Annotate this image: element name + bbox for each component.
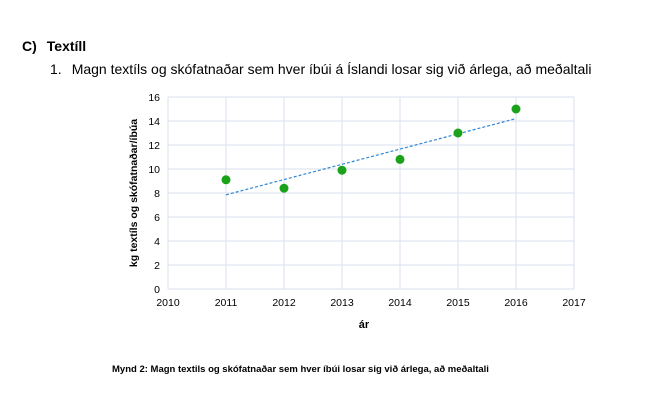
y-axis-label: kg textíls og skófatnaðar/íbúa (128, 119, 140, 267)
heading-marker: C) (22, 38, 37, 54)
y-tick-label: 16 (148, 92, 160, 104)
y-tick-label: 10 (148, 164, 160, 176)
heading-text: Textíll (46, 38, 87, 54)
x-tick-label: 2016 (504, 297, 528, 309)
x-tick-label: 2012 (272, 297, 296, 309)
y-tick-label: 2 (154, 260, 160, 272)
figure-caption: Mynd 2: Magn textils og skófatnaðar sem … (112, 364, 489, 375)
y-tick-label: 8 (154, 188, 160, 200)
x-tick-label: 2013 (330, 297, 354, 309)
data-point (453, 128, 463, 138)
list-text: Magn textíls og skófatnaðar sem hver íbú… (71, 61, 592, 77)
data-point (221, 175, 231, 185)
data-point (279, 183, 289, 193)
data-point (337, 165, 347, 175)
list-marker: 1. (50, 61, 62, 77)
list-item: 1. Magn textíls og skófatnaðar sem hver í… (50, 61, 592, 77)
data-point (511, 104, 521, 114)
y-tick-label: 4 (154, 236, 160, 248)
x-tick-label: 2011 (215, 297, 238, 309)
x-tick-label: 2014 (388, 297, 412, 309)
y-tick-label: 6 (154, 212, 160, 224)
y-tick-label: 12 (148, 140, 160, 152)
x-tick-label: 2010 (156, 297, 180, 309)
trendline (225, 118, 517, 196)
section-heading: C) Textíll (22, 38, 86, 54)
y-tick-label: 0 (154, 284, 160, 296)
x-tick-label: 2017 (562, 297, 586, 309)
data-point (395, 154, 405, 164)
y-tick-label: 14 (148, 116, 160, 128)
x-axis-label: ár (359, 319, 370, 331)
x-tick-label: 2015 (446, 297, 470, 309)
